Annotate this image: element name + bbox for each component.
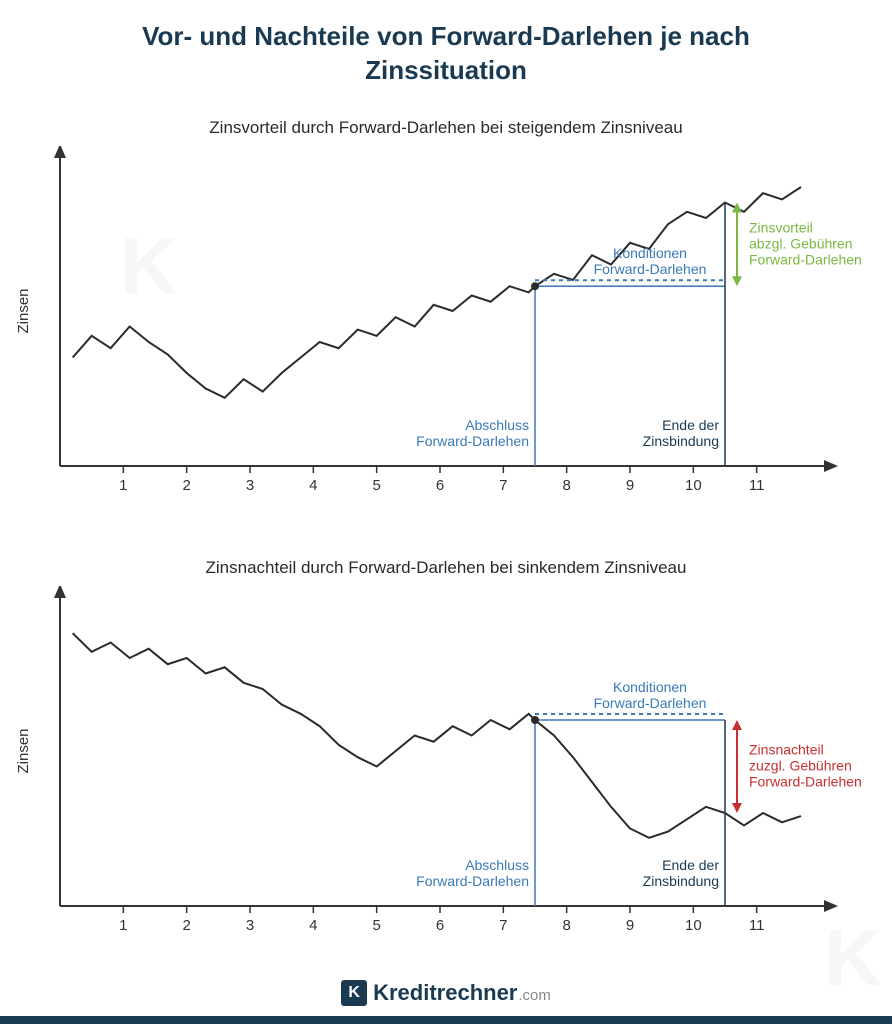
svg-text:Forward-Darlehen: Forward-Darlehen <box>594 695 707 711</box>
svg-text:1: 1 <box>119 917 127 934</box>
svg-text:10: 10 <box>685 917 702 934</box>
footer-logo: K Kreditrechner.com <box>0 980 892 1006</box>
svg-text:Zinsvorteil: Zinsvorteil <box>749 219 813 235</box>
svg-text:Konditionen: Konditionen <box>613 245 687 261</box>
svg-text:2: 2 <box>182 917 190 934</box>
svg-text:Zinsen: Zinsen <box>15 288 32 333</box>
svg-text:Konditionen: Konditionen <box>613 679 687 695</box>
bottom-bar <box>0 1016 892 1024</box>
svg-text:11: 11 <box>749 917 765 934</box>
svg-text:Ende der: Ende der <box>662 857 719 873</box>
svg-text:Abschluss: Abschluss <box>465 417 529 433</box>
svg-text:7: 7 <box>499 477 507 494</box>
svg-text:abzgl. Gebühren: abzgl. Gebühren <box>749 235 853 251</box>
svg-text:6: 6 <box>436 477 444 494</box>
chart-subtitle: Zinsvorteil durch Forward-Darlehen bei s… <box>0 118 892 138</box>
svg-text:10: 10 <box>685 477 702 494</box>
svg-text:Abschluss: Abschluss <box>465 857 529 873</box>
svg-text:6: 6 <box>436 917 444 934</box>
svg-text:2: 2 <box>182 477 190 494</box>
svg-text:Forward-Darlehen: Forward-Darlehen <box>594 261 707 277</box>
svg-text:Forward-Darlehen: Forward-Darlehen <box>749 773 862 789</box>
svg-text:Zinsbindung: Zinsbindung <box>643 873 719 889</box>
svg-text:7: 7 <box>499 917 507 934</box>
svg-text:4: 4 <box>309 477 317 494</box>
chart-svg: 1234567891011ZinsenKonditionenForward-Da… <box>0 586 892 956</box>
svg-text:5: 5 <box>372 917 380 934</box>
svg-text:Zinsnachteil: Zinsnachteil <box>749 741 824 757</box>
svg-text:Ende der: Ende der <box>662 417 719 433</box>
svg-text:Zinsbindung: Zinsbindung <box>643 433 719 449</box>
svg-text:9: 9 <box>626 917 634 934</box>
logo-brand: Kreditrechner <box>373 980 517 1005</box>
svg-text:Forward-Darlehen: Forward-Darlehen <box>416 433 529 449</box>
svg-text:1: 1 <box>119 477 127 494</box>
chart-svg: 1234567891011ZinsenKonditionenForward-Da… <box>0 146 892 516</box>
svg-text:3: 3 <box>246 917 254 934</box>
logo-suffix: .com <box>518 987 551 1004</box>
svg-text:Zinsen: Zinsen <box>15 728 32 773</box>
chart-subtitle: Zinsnachteil durch Forward-Darlehen bei … <box>0 558 892 578</box>
page-title: Vor- und Nachteile von Forward-Darlehen … <box>0 0 892 98</box>
svg-text:11: 11 <box>749 477 765 494</box>
svg-text:9: 9 <box>626 477 634 494</box>
svg-text:4: 4 <box>309 917 317 934</box>
svg-text:8: 8 <box>562 917 570 934</box>
svg-text:8: 8 <box>562 477 570 494</box>
svg-text:5: 5 <box>372 477 380 494</box>
logo-icon: K <box>341 980 367 1006</box>
chart-falling: Zinsnachteil durch Forward-Darlehen bei … <box>0 558 892 958</box>
svg-text:3: 3 <box>246 477 254 494</box>
chart-rising: Zinsvorteil durch Forward-Darlehen bei s… <box>0 118 892 518</box>
svg-text:Forward-Darlehen: Forward-Darlehen <box>749 251 862 267</box>
svg-text:zuzgl. Gebühren: zuzgl. Gebühren <box>749 757 852 773</box>
svg-text:Forward-Darlehen: Forward-Darlehen <box>416 873 529 889</box>
